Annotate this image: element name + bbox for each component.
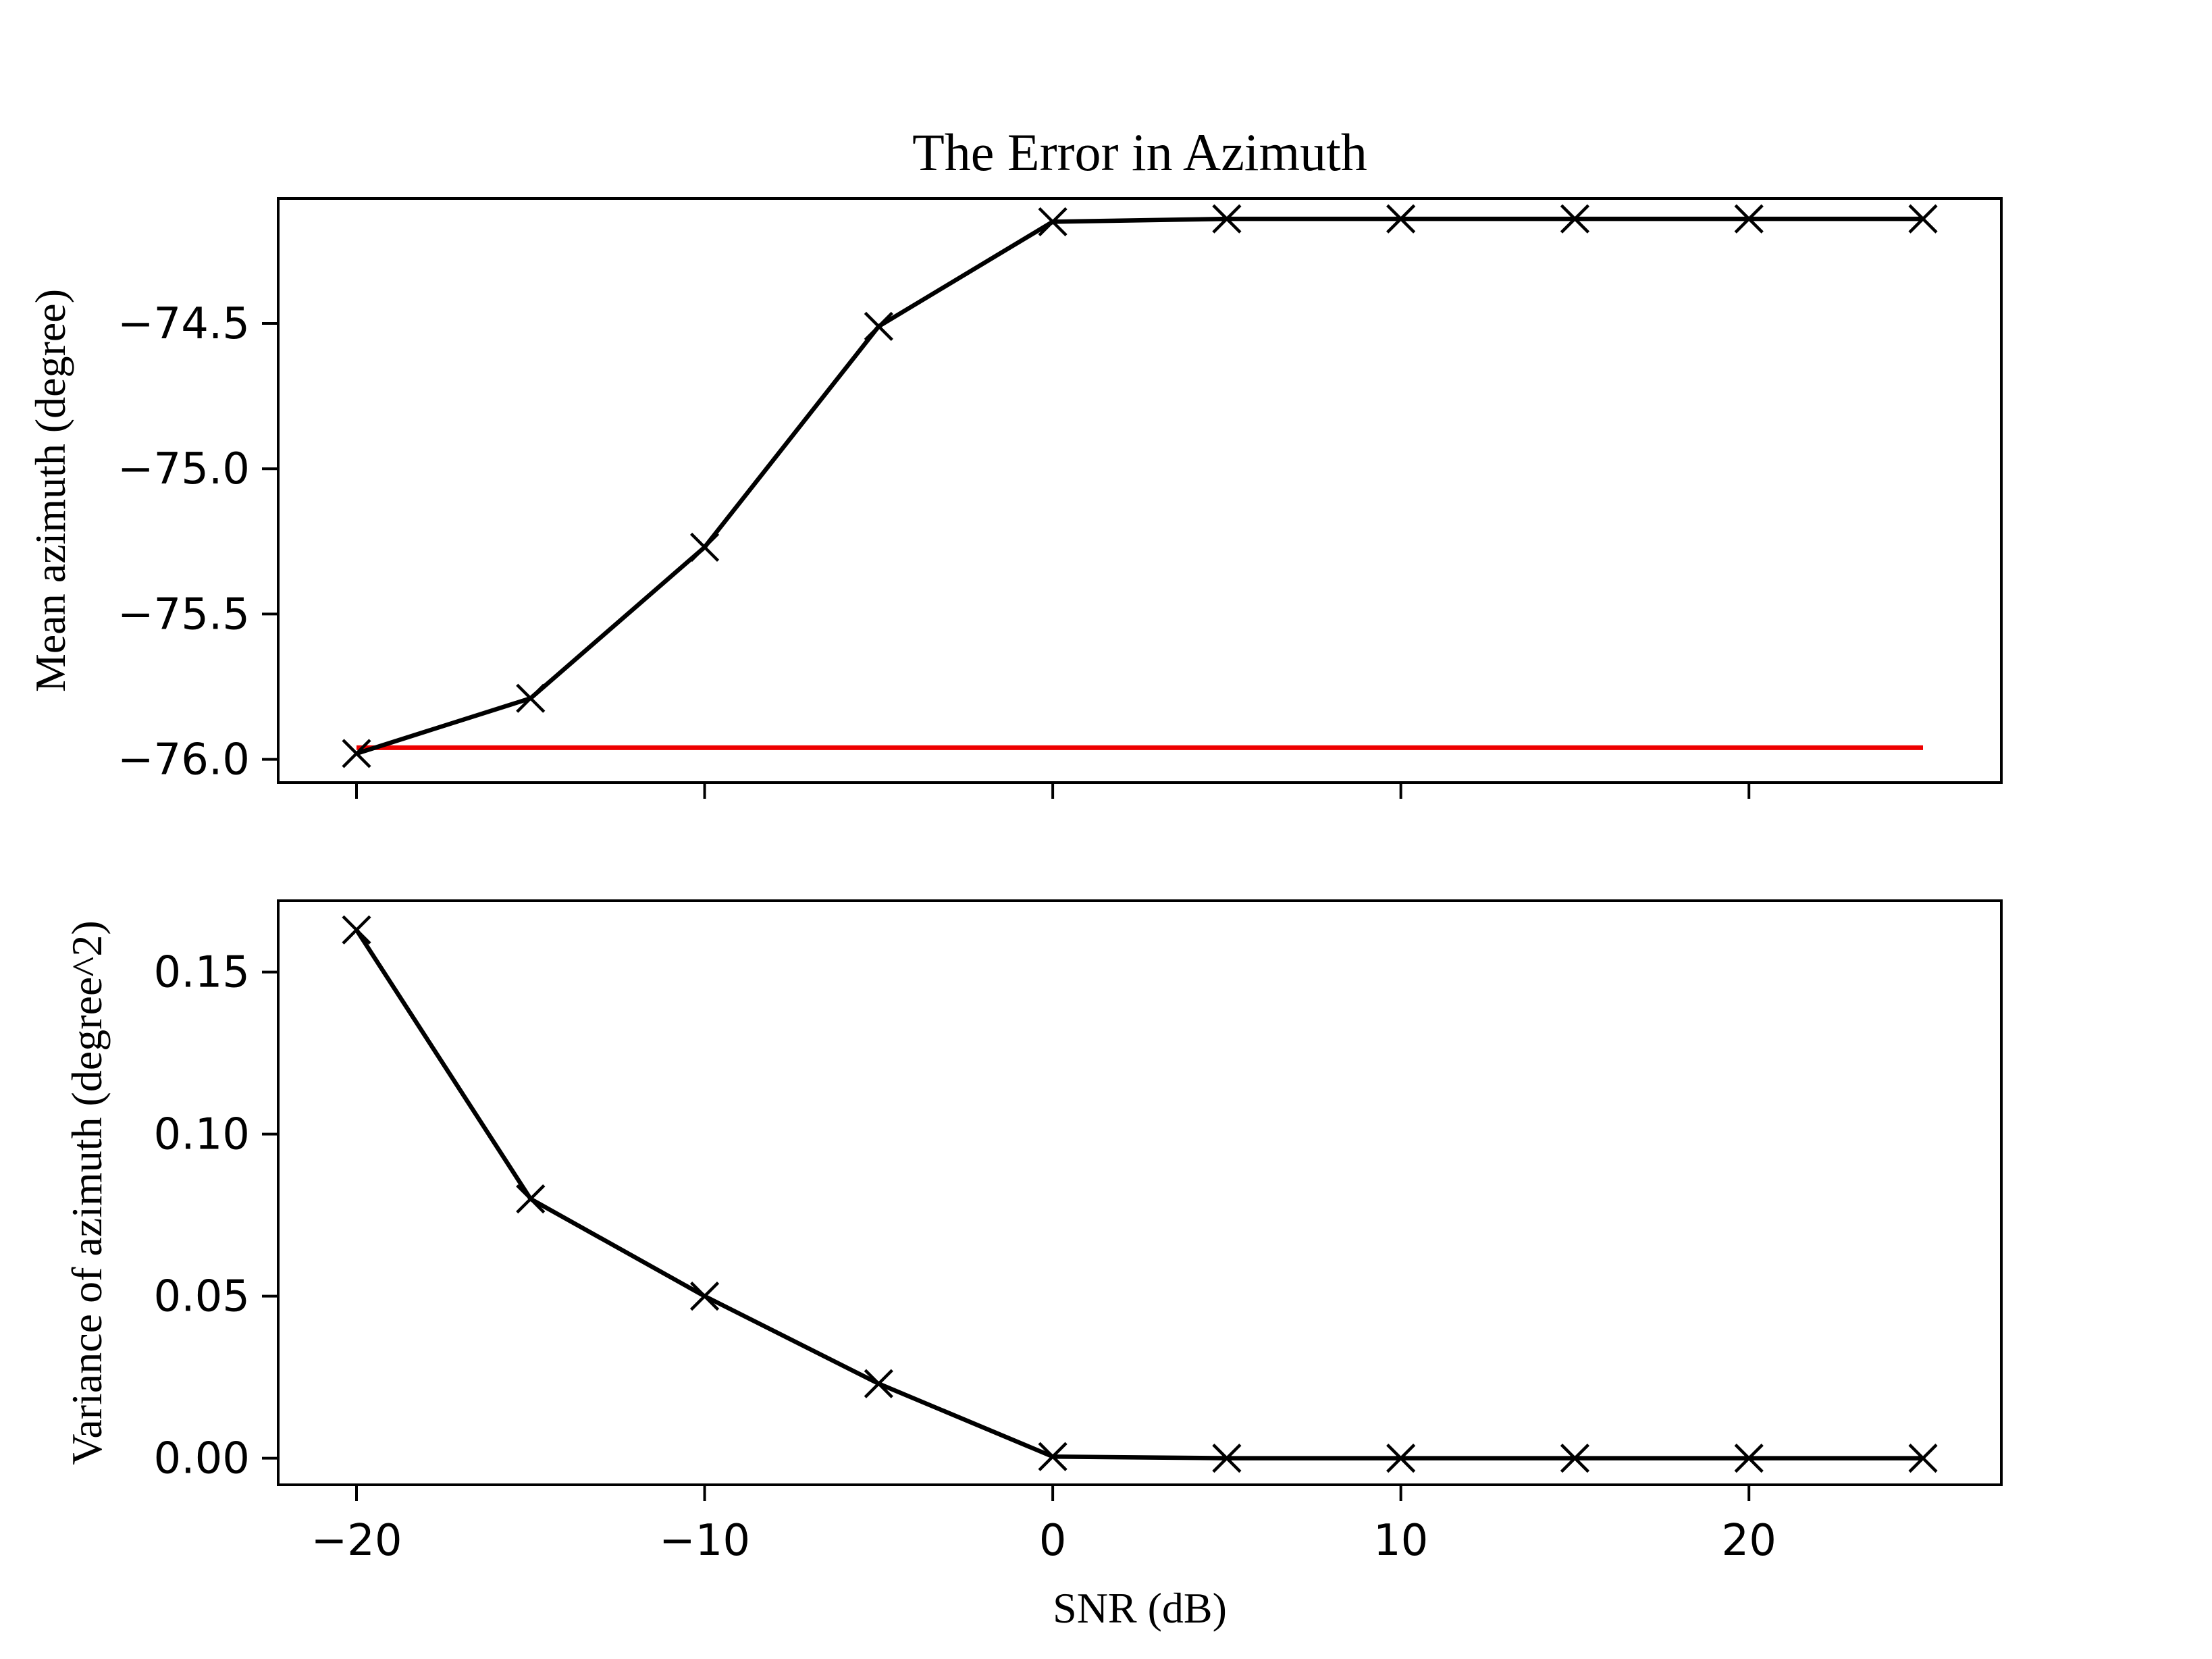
marker-stroke [864,311,893,341]
data-point-marker [1560,204,1590,234]
marker-stroke [1734,204,1764,234]
chart-title: The Error in Azimuth [912,123,1367,182]
marker-stroke [1908,1444,1938,1473]
x-tick-label: 20 [1722,1516,1776,1566]
data-point-marker [1734,204,1764,234]
data-point-marker [342,739,371,768]
marker-stroke [1560,1444,1590,1473]
data-point-marker [1734,1444,1764,1473]
data-point-marker [1038,207,1068,237]
axes-frame [277,197,2003,784]
marker-stroke [1386,1444,1416,1473]
marker-stroke [342,915,371,945]
y-tick-label: 0.05 [154,1272,251,1322]
y-tick-label: 0.00 [154,1434,251,1484]
x-tick-label: −10 [659,1516,750,1566]
axes-frame [277,899,2003,1486]
data-point-marker [1908,204,1938,234]
y-tick-label: 0.15 [154,948,251,998]
data-point-marker [1908,1444,1938,1473]
marker-stroke [342,739,371,768]
x-axis-label: SNR (dB) [1053,1584,1227,1632]
y-axis-label: Mean azimuth (degree) [26,289,74,692]
series-line [354,928,1923,1460]
x-tick-label: 0 [1039,1516,1067,1566]
data-point-marker [1560,1444,1590,1473]
marker-stroke [1038,1442,1068,1471]
x-tick-label: 10 [1373,1516,1428,1566]
marker-stroke [1560,204,1590,234]
y-tick-label: −74.5 [117,299,250,349]
data-point-marker [342,915,371,945]
y-axis-label: Variance of azimuth (degree^2) [63,920,111,1465]
marker-stroke [1908,204,1938,234]
data-point-marker [864,311,893,341]
data-point-marker [1212,204,1242,234]
series-line [356,216,1923,756]
data-point-marker [1386,1444,1416,1473]
y-tick-label: 0.10 [154,1110,251,1160]
data-point-marker [1038,1442,1068,1471]
marker-stroke [1734,1444,1764,1473]
data-point-marker [689,1282,720,1311]
data-point-marker [1212,1444,1242,1473]
marker-stroke [689,532,720,562]
marker-stroke [516,1184,546,1214]
marker-stroke [1386,204,1416,234]
y-tick-label: −75.0 [117,444,250,494]
marker-stroke [1212,1444,1242,1473]
data-point-marker [516,683,546,713]
data-point-marker [1386,204,1416,234]
data-point-marker [516,1184,546,1214]
subplot-variance-azimuth: 0.00 0.05 0.10 0.15 −20 −10 0 10 20 Variance of a… [63,899,2003,1566]
data-point-marker [864,1369,893,1398]
data-point-marker [689,532,720,562]
subplot-mean-azimuth: −76.0 −75.5 −75.0 −74.5 Mean azimuth (degree… [26,197,2003,799]
x-tick-label: −20 [311,1516,402,1566]
marker-stroke [1038,207,1068,237]
marker-stroke [1212,204,1242,234]
marker-stroke [689,1282,720,1311]
marker-stroke [516,683,546,713]
marker-stroke [864,1369,893,1398]
y-tick-label: −75.5 [117,589,250,639]
y-tick-label: −76.0 [117,735,250,785]
